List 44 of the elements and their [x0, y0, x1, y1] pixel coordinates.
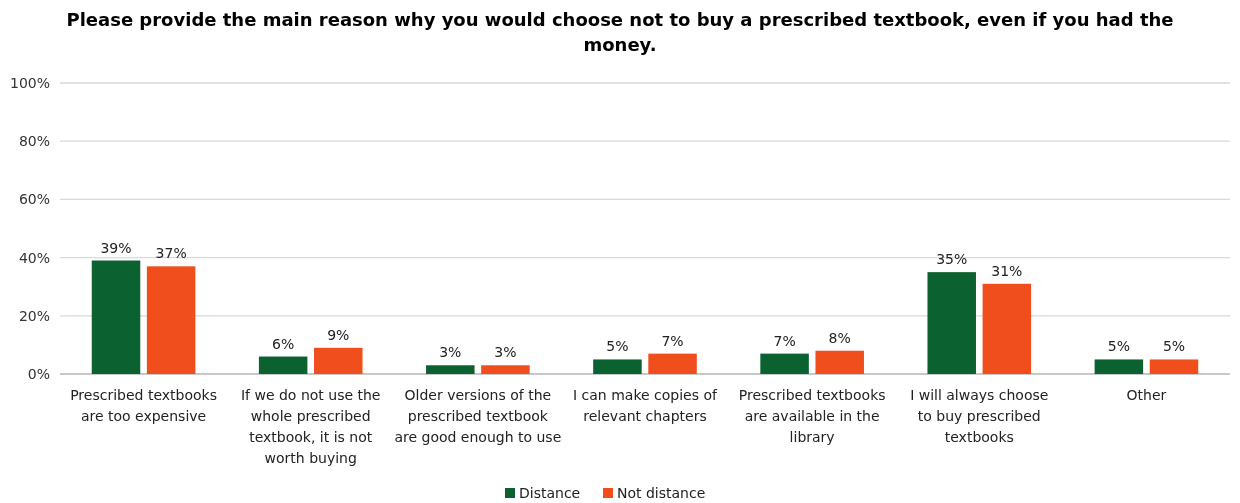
- data-label: 7%: [773, 332, 796, 349]
- x-tick-label: Prescribed textbooks are available in the library: [738, 387, 886, 445]
- data-label: 31%: [991, 262, 1023, 279]
- x-tick-label: I will always choose to buy prescribed textbooks: [910, 387, 1049, 445]
- data-label: 6%: [272, 335, 295, 352]
- y-tick-label: 100%: [9, 74, 50, 91]
- bar: [760, 353, 809, 374]
- data-label: 3%: [439, 344, 462, 361]
- x-tick-label: Other: [1126, 387, 1167, 403]
- bar: [815, 350, 864, 374]
- bar: [314, 347, 363, 374]
- y-tick-label: 0%: [27, 365, 50, 382]
- data-label: 5%: [1162, 338, 1186, 355]
- data-label: 5%: [606, 338, 629, 355]
- bar: [426, 365, 475, 374]
- bar: [481, 365, 530, 374]
- data-label: 3%: [494, 344, 517, 361]
- data-label: 35%: [936, 251, 968, 268]
- data-label: 39%: [100, 239, 132, 256]
- legend-label: Distance: [519, 485, 581, 501]
- bar: [1149, 359, 1199, 374]
- x-tick-label: Older versions of the prescribed textbook are good enough to use: [394, 387, 562, 445]
- bar: [927, 272, 976, 374]
- data-label: 9%: [327, 326, 350, 343]
- bar: [1094, 359, 1144, 374]
- x-tick-label: If we do not use the whole prescribed textbook, it is not worth buying: [240, 387, 381, 466]
- y-tick-label: 80%: [18, 133, 50, 150]
- data-label: 5%: [1107, 338, 1130, 355]
- bar: [593, 359, 642, 374]
- data-label: 7%: [661, 332, 684, 349]
- legend-label: Not distance: [617, 485, 706, 501]
- bar: [91, 260, 141, 374]
- data-label: 37%: [155, 245, 187, 262]
- y-tick-label: 40%: [18, 249, 50, 266]
- bar: [648, 353, 697, 374]
- y-tick-label: 20%: [18, 307, 50, 324]
- x-tick-label: Prescribed textbooks are too expensive: [70, 387, 217, 424]
- chart-title: Please provide the main reason why you would choose not to buy a prescribed textbook, even if you had the money.: [66, 9, 1174, 55]
- x-tick-label: I can make copies of relevant chapters: [573, 387, 719, 424]
- y-tick-label: 60%: [18, 191, 50, 208]
- bar: [146, 266, 196, 374]
- bar: [258, 356, 308, 374]
- data-label: 8%: [828, 329, 851, 346]
- bar: [982, 283, 1032, 374]
